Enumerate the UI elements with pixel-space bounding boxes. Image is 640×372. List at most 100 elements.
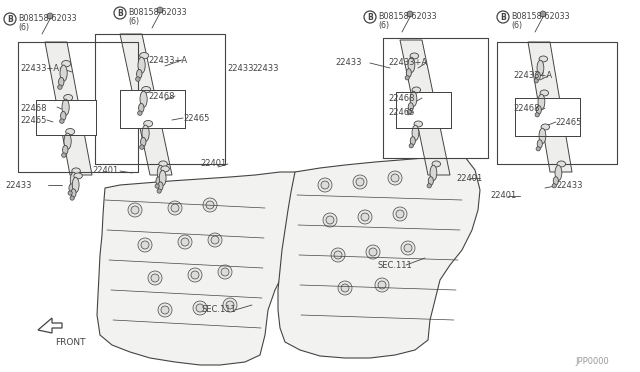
- Ellipse shape: [408, 103, 413, 111]
- Ellipse shape: [537, 140, 542, 148]
- Ellipse shape: [536, 106, 541, 114]
- Circle shape: [171, 204, 179, 212]
- Ellipse shape: [555, 165, 562, 180]
- Ellipse shape: [428, 177, 433, 185]
- Circle shape: [203, 198, 217, 212]
- Ellipse shape: [141, 87, 150, 93]
- Circle shape: [388, 171, 402, 185]
- Circle shape: [534, 78, 538, 83]
- Ellipse shape: [414, 121, 422, 127]
- Circle shape: [356, 178, 364, 186]
- Text: 22468: 22468: [148, 92, 175, 100]
- Circle shape: [358, 210, 372, 224]
- Circle shape: [136, 77, 140, 81]
- Circle shape: [401, 241, 415, 255]
- Text: 22468: 22468: [20, 103, 47, 112]
- Text: B: B: [117, 9, 123, 17]
- Circle shape: [60, 119, 64, 124]
- Circle shape: [114, 7, 126, 19]
- Text: 22433: 22433: [335, 58, 362, 67]
- Ellipse shape: [410, 53, 419, 59]
- Ellipse shape: [537, 60, 544, 76]
- Circle shape: [393, 207, 407, 221]
- Circle shape: [334, 251, 342, 259]
- Circle shape: [405, 76, 410, 80]
- Text: 22465: 22465: [183, 113, 209, 122]
- Circle shape: [226, 301, 234, 309]
- Text: 22468: 22468: [513, 103, 540, 112]
- Circle shape: [158, 303, 172, 317]
- Circle shape: [427, 184, 431, 188]
- Circle shape: [369, 248, 377, 256]
- Text: 22433: 22433: [252, 64, 278, 73]
- Ellipse shape: [541, 124, 550, 130]
- Ellipse shape: [140, 91, 147, 107]
- Circle shape: [338, 281, 352, 295]
- Ellipse shape: [72, 168, 81, 174]
- Ellipse shape: [71, 189, 76, 198]
- Polygon shape: [528, 42, 572, 172]
- Ellipse shape: [74, 173, 83, 179]
- Circle shape: [178, 235, 192, 249]
- Ellipse shape: [538, 94, 545, 109]
- Circle shape: [138, 238, 152, 252]
- Circle shape: [151, 274, 159, 282]
- Text: 22433: 22433: [5, 180, 31, 189]
- Ellipse shape: [539, 56, 548, 62]
- Circle shape: [157, 7, 163, 13]
- Ellipse shape: [139, 103, 144, 112]
- Bar: [95, 34, 225, 164]
- Circle shape: [211, 236, 219, 244]
- Ellipse shape: [61, 111, 66, 121]
- Circle shape: [58, 85, 62, 89]
- Text: B: B: [500, 13, 506, 22]
- Circle shape: [193, 301, 207, 315]
- Circle shape: [536, 147, 540, 151]
- Ellipse shape: [159, 170, 166, 186]
- Text: SEC.111: SEC.111: [378, 260, 413, 269]
- Text: B: B: [367, 13, 373, 22]
- Text: 22465: 22465: [388, 108, 414, 116]
- Circle shape: [407, 110, 412, 114]
- Circle shape: [535, 113, 540, 117]
- Circle shape: [331, 248, 345, 262]
- Circle shape: [540, 11, 546, 17]
- Ellipse shape: [70, 172, 77, 187]
- Text: (6): (6): [128, 16, 139, 26]
- Circle shape: [68, 191, 72, 195]
- Text: JPP0000: JPP0000: [575, 357, 609, 366]
- Ellipse shape: [557, 161, 566, 167]
- Circle shape: [552, 184, 556, 188]
- Ellipse shape: [159, 161, 167, 167]
- Ellipse shape: [539, 128, 546, 144]
- Circle shape: [208, 233, 222, 247]
- Text: B: B: [7, 15, 13, 23]
- Ellipse shape: [143, 121, 153, 127]
- Circle shape: [191, 271, 199, 279]
- Ellipse shape: [138, 57, 145, 73]
- Polygon shape: [45, 42, 92, 175]
- Circle shape: [206, 201, 214, 209]
- Ellipse shape: [161, 166, 170, 172]
- Circle shape: [140, 145, 144, 150]
- Circle shape: [157, 189, 161, 193]
- Circle shape: [168, 201, 182, 215]
- Ellipse shape: [136, 70, 142, 78]
- Text: 22401: 22401: [490, 190, 516, 199]
- Circle shape: [318, 178, 332, 192]
- Bar: [18, 42, 138, 172]
- Text: (6): (6): [511, 20, 522, 29]
- Ellipse shape: [410, 91, 417, 106]
- Circle shape: [181, 238, 189, 246]
- Text: SEC.111: SEC.111: [202, 305, 237, 314]
- Polygon shape: [278, 157, 480, 358]
- Text: 22401: 22401: [92, 166, 118, 174]
- Bar: [383, 38, 488, 158]
- Text: 22433+A: 22433+A: [513, 71, 552, 80]
- Circle shape: [218, 265, 232, 279]
- Circle shape: [221, 268, 229, 276]
- Text: 22433+A: 22433+A: [20, 64, 59, 73]
- Ellipse shape: [66, 128, 75, 135]
- Circle shape: [196, 304, 204, 312]
- Bar: [497, 42, 617, 164]
